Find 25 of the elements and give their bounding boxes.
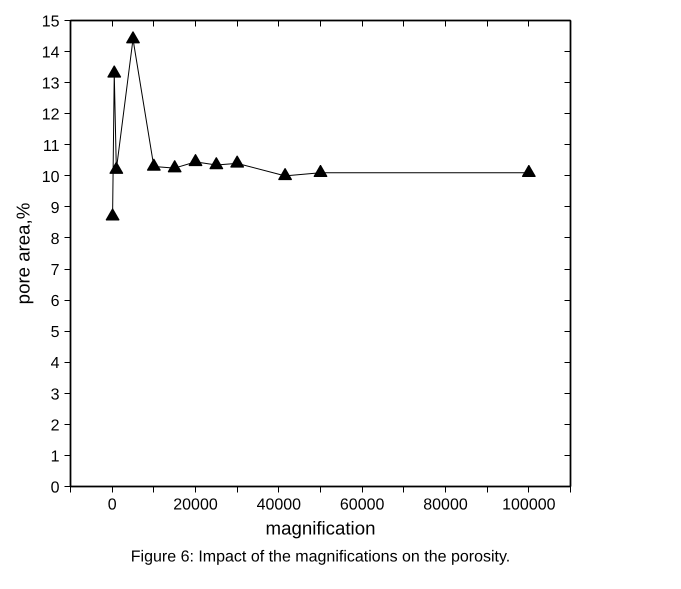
x-axis-title: magnification <box>266 518 376 538</box>
x-tick-label: 20000 <box>173 496 218 514</box>
y-tick-label: 14 <box>42 44 60 62</box>
x-tick-label: 40000 <box>256 496 302 514</box>
y-tick-label: 0 <box>50 480 60 496</box>
caption: Figure 6: Impact of the magnifications on the porosity. <box>130 548 510 566</box>
y-tick-label: 7 <box>50 262 60 280</box>
y-tick-label: 10 <box>42 168 60 186</box>
y-tick-label: 12 <box>42 106 60 124</box>
x-tick-label: 0 <box>108 496 117 514</box>
y-tick-label: 2 <box>50 417 60 434</box>
y-tick-label: 1 <box>50 448 60 466</box>
y-tick-label: 3 <box>50 386 60 404</box>
y-axis-title: pore area,% <box>12 202 34 304</box>
y-tick-label: 15 <box>42 14 60 30</box>
y-tick-label: 13 <box>42 76 60 93</box>
y-tick-label: 9 <box>50 200 60 217</box>
y-tick-label: 8 <box>50 230 60 248</box>
y-tick-label: 6 <box>50 293 60 310</box>
x-tick-label: 100000 <box>502 496 556 514</box>
x-tick-label: 60000 <box>340 496 385 514</box>
y-tick-label: 5 <box>50 324 60 342</box>
y-tick-label: 11 <box>42 138 60 155</box>
y-tick-label: 4 <box>50 355 60 372</box>
x-tick-label: 80000 <box>423 496 468 514</box>
